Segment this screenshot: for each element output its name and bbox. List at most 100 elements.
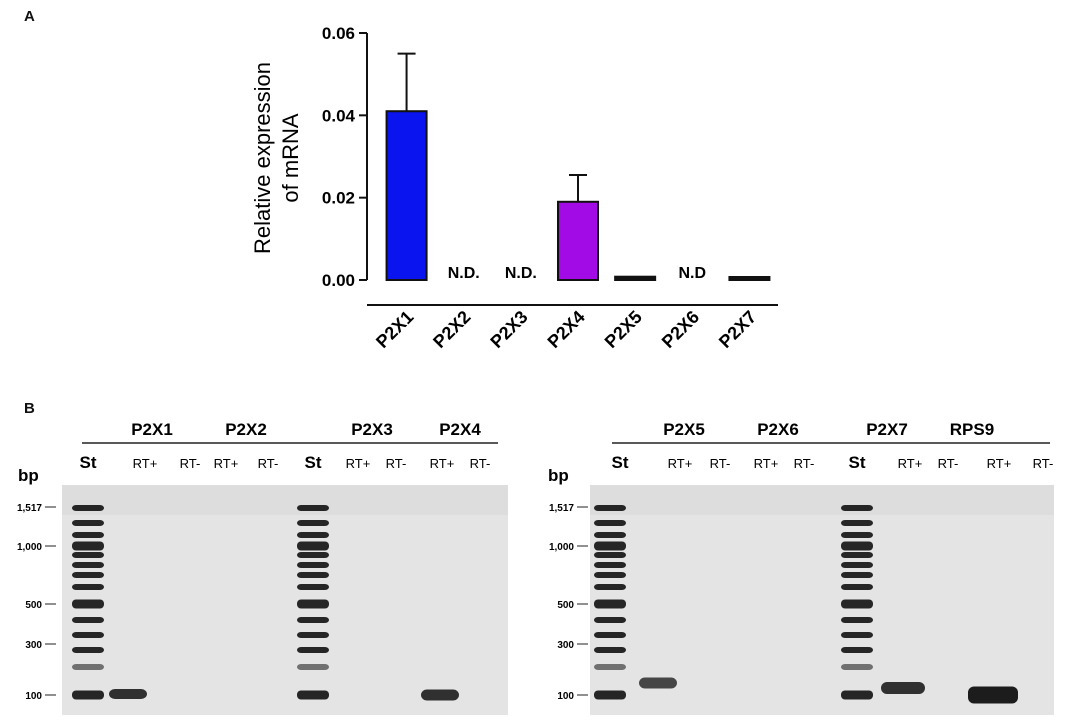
ladder-band [297, 552, 329, 558]
ladder-band [297, 647, 329, 653]
ladder-band [594, 664, 626, 670]
gel-lane-label: St [305, 453, 322, 472]
ladder-band [841, 617, 873, 623]
gel-marker-label: 500 [25, 600, 42, 611]
gel-marker-label: 1,000 [549, 542, 574, 553]
ladder-band [72, 532, 104, 538]
ladder-band [841, 572, 873, 578]
sample-band [421, 689, 459, 701]
gel-group-label: P2X6 [757, 420, 799, 439]
ladder-band [72, 599, 104, 609]
gel-left: P2X1 P2X2 P2X3 P2X4 bp St RT+ RT- RT+ RT- St RT+ RT-… [17, 420, 508, 715]
gel-group-label: RPS9 [950, 420, 994, 439]
ladder-band [297, 541, 329, 551]
ladder-band [297, 520, 329, 526]
ladder-band [594, 690, 626, 700]
gel-lane-label: RT- [180, 456, 201, 471]
ladder-band [594, 552, 626, 558]
ladder-band [297, 617, 329, 623]
ladder-band [72, 552, 104, 558]
gel-lane-label: RT- [938, 456, 959, 471]
y-axis-title-line2: of mRNA [278, 113, 303, 203]
ladder-band [72, 562, 104, 568]
gel-well-shade [62, 485, 508, 515]
ladder-band [72, 647, 104, 653]
gel-background [62, 485, 508, 715]
ladder-band [594, 572, 626, 578]
x-tick-label: P2X5 [601, 307, 646, 352]
bar-p2x4 [557, 200, 599, 282]
gel-lane-label: RT- [794, 456, 815, 471]
gel-lane-label: RT+ [430, 456, 455, 471]
ladder-band [72, 632, 104, 638]
ladder-band [594, 541, 626, 551]
gel-lane-label: RT+ [214, 456, 239, 471]
gel-lane-label: RT+ [133, 456, 158, 471]
gel-marker-label: 1,517 [17, 503, 42, 514]
x-tick-label: P2X3 [486, 307, 531, 352]
bar-p2x1 [385, 110, 428, 282]
ladder-band [841, 690, 873, 700]
bar-p2x5 [614, 275, 657, 281]
gel-lane-label: St [80, 453, 97, 472]
ladder-band [841, 664, 873, 670]
gel-marker-label: 1,517 [549, 503, 574, 514]
x-tick-label: P2X6 [658, 307, 703, 352]
gel-lane-label: RT- [386, 456, 407, 471]
gel-lane-label: RT- [1033, 456, 1054, 471]
gel-group-label: P2X7 [866, 420, 908, 439]
ladder-band [297, 505, 329, 511]
ladder-band [72, 541, 104, 551]
x-tick-label: P2X4 [544, 307, 589, 352]
nd-label: N.D. [505, 265, 537, 282]
gel-lane-label: RT+ [346, 456, 371, 471]
ladder-band [594, 617, 626, 623]
gel-lane-label: RT- [258, 456, 279, 471]
gel-right: P2X5 P2X6 P2X7 RPS9 bp St RT+ RT- RT+ RT- St RT+ RT-… [548, 420, 1054, 715]
ladder-band [594, 532, 626, 538]
gel-marker-label: 100 [557, 691, 574, 702]
y-tick-label: 0.00 [322, 271, 355, 290]
panel-a-letter: A [24, 8, 35, 25]
ladder-band [841, 584, 873, 590]
x-tick-label: P2X1 [372, 307, 417, 352]
ladder-band [841, 505, 873, 511]
ladder-band [841, 520, 873, 526]
ladder-band [72, 584, 104, 590]
y-axis-title-line1: Relative expression [250, 62, 275, 254]
gel-lane-label: St [612, 453, 629, 472]
gel-group-label: P2X1 [131, 420, 173, 439]
ladder-band [297, 664, 329, 670]
gel-lane-label: St [849, 453, 866, 472]
sample-band [639, 677, 677, 689]
gel-lane-label: RT+ [987, 456, 1012, 471]
ladder-band [594, 632, 626, 638]
gel-well-shade [590, 485, 1054, 515]
y-tick-label: 0.04 [322, 106, 356, 125]
sample-band [968, 686, 1018, 704]
gel-marker-label: 300 [557, 640, 574, 651]
gel-marker-label: 300 [25, 640, 42, 651]
gel-lane-label: RT+ [668, 456, 693, 471]
ladder-band [297, 562, 329, 568]
ladder-band [297, 599, 329, 609]
nd-label: N.D [679, 265, 707, 282]
x-tick-label: P2X2 [429, 307, 474, 352]
ladder-band [841, 562, 873, 568]
nd-label: N.D. [448, 265, 480, 282]
ladder-band [594, 562, 626, 568]
sample-band [109, 689, 147, 699]
gel-lane-label: RT- [710, 456, 731, 471]
ladder-band [297, 572, 329, 578]
ladder-band [594, 505, 626, 511]
gel-group-label: P2X4 [439, 420, 481, 439]
y-tick-label: 0.06 [322, 24, 355, 43]
ladder-band [594, 584, 626, 590]
gel-marker-label: 1,000 [17, 542, 42, 553]
ladder-band [841, 541, 873, 551]
ladder-band [297, 632, 329, 638]
ladder-band [297, 532, 329, 538]
gel-marker-label: 500 [557, 600, 574, 611]
ladder-band [297, 584, 329, 590]
ladder-band [72, 572, 104, 578]
